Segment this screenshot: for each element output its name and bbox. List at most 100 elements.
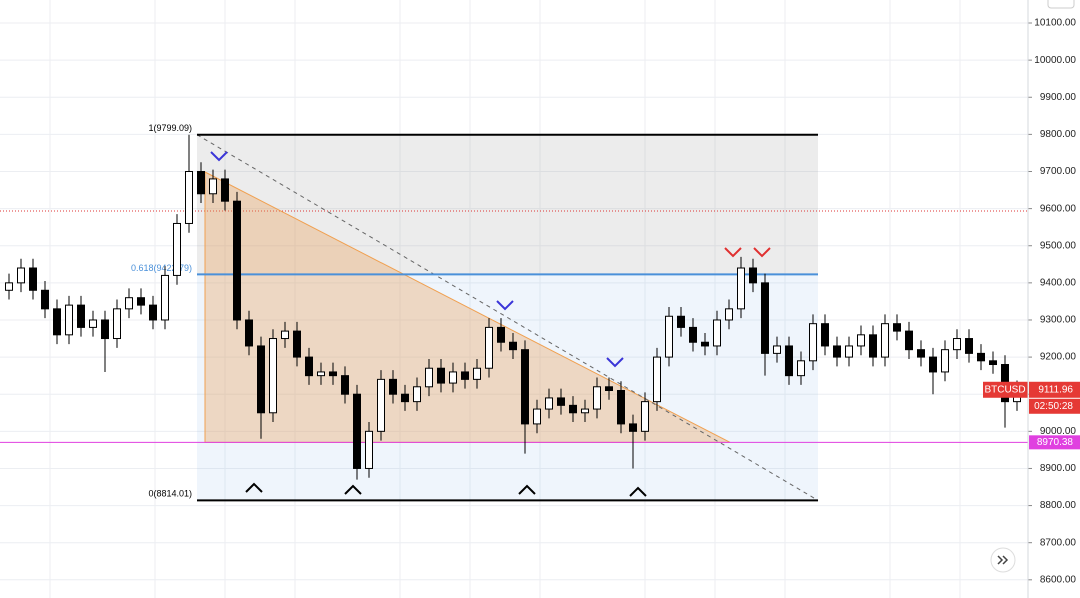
candle-body xyxy=(473,367,481,380)
candle-body xyxy=(689,326,697,343)
vertical-grid xyxy=(49,0,961,598)
last-price-badge xyxy=(1029,381,1080,398)
candle-body xyxy=(725,308,733,321)
overlay: 8600.008700.008800.008900.009000.009100.… xyxy=(210,18,1080,585)
candle-body xyxy=(41,289,49,310)
candle-body xyxy=(281,330,289,340)
candle-body xyxy=(653,356,661,403)
support-label: 8970.38 xyxy=(1037,437,1074,448)
fib-level-label: 0(8814.01) xyxy=(148,489,192,499)
candle-body xyxy=(437,367,445,384)
candle-body xyxy=(869,334,877,358)
last-price-label: 9111.96 xyxy=(1038,384,1073,395)
scroll-icon xyxy=(997,555,1009,565)
settings-button[interactable] xyxy=(1047,0,1075,9)
chevron-down xyxy=(724,247,742,258)
candle-body xyxy=(5,282,13,291)
candle-body xyxy=(329,371,337,377)
candle-body xyxy=(593,386,601,410)
fib-zone-upper xyxy=(197,134,818,275)
candles xyxy=(5,134,1021,480)
candle-body xyxy=(845,345,853,358)
candle-body xyxy=(749,267,757,284)
candle-body xyxy=(233,200,241,321)
candle-body xyxy=(509,341,517,351)
y-tick-label: 9300.00 xyxy=(1040,315,1077,326)
candle-body xyxy=(713,319,721,347)
y-tick-label: 9600.00 xyxy=(1040,203,1077,214)
candle-body xyxy=(173,222,181,276)
candle-body xyxy=(53,308,61,336)
trend-line xyxy=(196,134,819,501)
symbol-badge xyxy=(983,381,1028,398)
candle-body xyxy=(857,334,865,347)
candle-body xyxy=(137,297,145,306)
y-tick-label: 9700.00 xyxy=(1040,166,1077,177)
chevron-up xyxy=(629,486,647,497)
candle-body xyxy=(413,386,421,403)
candle-body xyxy=(953,338,961,351)
candle-body xyxy=(401,393,409,403)
y-tick-label: 8700.00 xyxy=(1040,537,1077,548)
candle-body xyxy=(89,319,97,328)
candle-body xyxy=(305,356,313,377)
chevron-up xyxy=(518,484,536,495)
candle-body xyxy=(317,371,325,377)
candle-body xyxy=(761,282,769,354)
y-tick-label: 9500.00 xyxy=(1040,240,1077,251)
candle-body xyxy=(113,308,121,340)
candle-body xyxy=(125,297,133,310)
candle-body xyxy=(533,408,541,425)
candle-body xyxy=(965,338,973,354)
countdown-badge xyxy=(1029,398,1080,414)
chevron-down xyxy=(753,247,771,258)
y-tick-label: 8600.00 xyxy=(1040,574,1077,585)
candle-body xyxy=(737,267,745,310)
candle-body xyxy=(17,267,25,284)
countdown-label: 02:50:28 xyxy=(1034,401,1073,412)
candle-body xyxy=(449,371,457,384)
candle-body xyxy=(545,397,553,410)
candle-body xyxy=(569,404,577,414)
y-tick-label: 10100.00 xyxy=(1034,18,1076,29)
candle-body xyxy=(917,349,925,358)
candle-body xyxy=(581,408,589,414)
candle-body xyxy=(65,304,73,336)
fib-level-label: 1(9799.09) xyxy=(148,123,192,133)
candle-body xyxy=(161,274,169,321)
grid-layer xyxy=(0,22,1028,581)
candle-body xyxy=(497,326,505,343)
candle-body xyxy=(821,323,829,347)
candle-body xyxy=(785,345,793,377)
candle-body xyxy=(353,393,361,469)
candle-body xyxy=(341,375,349,395)
candle-body xyxy=(197,170,205,195)
candle-body xyxy=(485,326,493,369)
candle-body xyxy=(245,319,253,347)
candle-body xyxy=(269,338,277,414)
candle-body xyxy=(257,345,265,414)
candle-body xyxy=(209,178,217,195)
y-tick-label: 9800.00 xyxy=(1040,129,1077,140)
chevron-up xyxy=(245,482,263,493)
candle-body xyxy=(377,378,385,432)
chevron-down xyxy=(606,357,624,368)
symbol-label: BTCUSD xyxy=(984,384,1025,395)
candle-body xyxy=(101,319,109,340)
candle-body xyxy=(29,267,37,291)
candle-body xyxy=(833,345,841,358)
candle-body xyxy=(425,367,433,388)
chevron-up xyxy=(344,484,362,495)
y-tick-label: 10000.00 xyxy=(1034,55,1076,66)
y-tick-label: 9200.00 xyxy=(1040,352,1077,363)
fib-level-label: 0.618(9422.79) xyxy=(131,263,192,273)
candle-body xyxy=(929,356,937,373)
candle-body xyxy=(221,178,229,202)
candle-body xyxy=(641,401,649,432)
candle-body xyxy=(365,430,373,469)
y-tick-label: 9000.00 xyxy=(1040,426,1077,437)
chevron-down xyxy=(496,300,514,311)
candle-body xyxy=(629,423,637,432)
candle-body xyxy=(77,304,85,328)
